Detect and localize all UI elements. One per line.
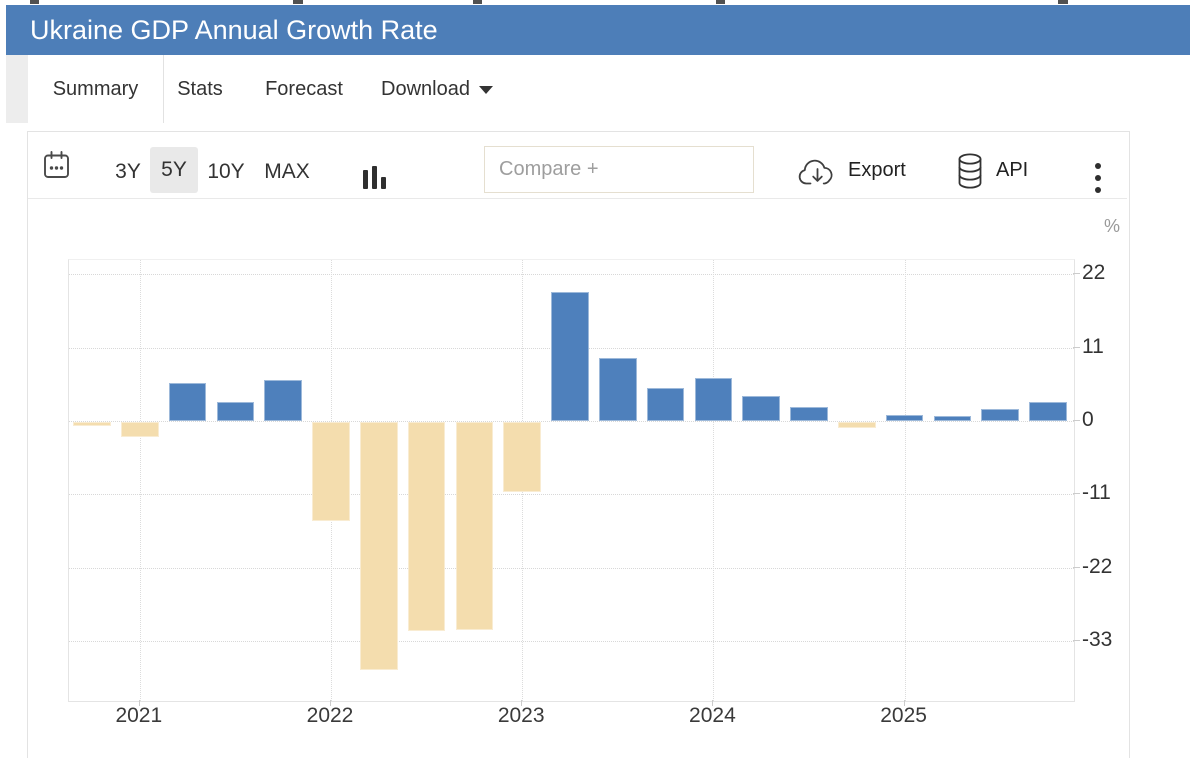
bar-2024-Q1[interactable] [694, 377, 733, 421]
y-axis-tick [1073, 566, 1080, 568]
tab-stats[interactable]: Stats [166, 55, 234, 123]
x-axis-label: 2021 [115, 704, 163, 727]
export-button[interactable]: Export [848, 146, 906, 194]
cutoff-text-fragment [30, 0, 39, 4]
calendar-icon[interactable] [42, 150, 71, 181]
x-axis-label: 2025 [880, 704, 927, 727]
api-button[interactable]: API [996, 146, 1028, 194]
cutoff-text-fragment [716, 0, 725, 4]
y-axis-label: 11 [1082, 334, 1104, 358]
tab-stats-label: Stats [177, 78, 223, 100]
range-max-label: MAX [264, 160, 310, 183]
bar-2023-Q3[interactable] [599, 357, 637, 421]
bar-2025-Q4[interactable] [1029, 401, 1067, 421]
compare-input[interactable] [484, 146, 754, 193]
x-axis-label: 2024 [689, 704, 736, 727]
x-axis-tick [330, 700, 331, 706]
download-caret-icon [478, 85, 493, 94]
range-button-10y[interactable]: 10Y [198, 148, 254, 196]
chart-header: Ukraine GDP Annual Growth Rate [6, 5, 1190, 55]
x-gridline [904, 260, 906, 701]
y-axis-tick [1073, 420, 1080, 421]
y-gridline [69, 274, 1074, 276]
bar-2023-Q1[interactable] [503, 422, 541, 492]
tabstrip-left-edge [6, 55, 28, 123]
column-chart-icon[interactable] [361, 161, 388, 190]
y-axis-label: 22 [1082, 261, 1106, 285]
x-axis-tick [138, 700, 140, 706]
bar-2023-Q4[interactable] [646, 388, 685, 421]
bar-2020-Q4[interactable] [73, 422, 111, 426]
cloud-download-icon[interactable] [797, 158, 838, 188]
x-axis-label: 2022 [306, 704, 354, 727]
x-axis-tick [712, 700, 714, 706]
tab-forecast-label: Forecast [265, 78, 343, 100]
bar-2021-Q3[interactable] [216, 402, 255, 421]
range-3y-label: 3Y [115, 160, 141, 183]
bar-2024-Q2[interactable] [742, 396, 780, 421]
bar-2024-Q3[interactable] [790, 407, 828, 421]
y-axis-tick [1073, 493, 1080, 495]
y-axis-label: -33 [1082, 627, 1113, 651]
x-gridline [139, 260, 141, 701]
tab-summary-label: Summary [52, 78, 139, 100]
database-icon[interactable] [955, 152, 985, 190]
plot-area [68, 259, 1075, 702]
y-gridline [69, 640, 1074, 642]
x-gridline [713, 260, 715, 701]
bar-2024-Q4[interactable] [838, 422, 876, 428]
y-gridline [69, 421, 1074, 422]
page-title: Ukraine GDP Annual Growth Rate [30, 15, 438, 45]
bar-2023-Q2[interactable] [551, 292, 589, 421]
cutoff-text-fragment [293, 0, 303, 4]
bar-2022-Q3[interactable] [407, 422, 446, 632]
range-button-max[interactable]: MAX [258, 148, 316, 196]
tab-download[interactable]: Download [372, 55, 502, 123]
range-button-5y[interactable]: 5Y [150, 147, 198, 193]
x-axis-tick [521, 700, 523, 706]
export-label: Export [848, 159, 906, 181]
tab-download-label: Download [381, 78, 470, 100]
y-axis-label: -11 [1082, 481, 1111, 505]
bar-2025-Q3[interactable] [981, 409, 1019, 421]
y-axis-tick [1073, 273, 1080, 275]
y-axis-unit: % [1104, 216, 1121, 236]
bar-2022-Q4[interactable] [455, 422, 494, 630]
bar-2022-Q2[interactable] [360, 422, 398, 670]
x-axis-label: 2023 [497, 704, 545, 727]
bar-2021-Q1[interactable] [121, 422, 159, 437]
bar-2025-Q1[interactable] [885, 415, 924, 421]
cutoff-text-fragment [473, 0, 482, 4]
y-axis-tick [1073, 346, 1080, 348]
y-gridline [69, 494, 1074, 496]
y-axis-label: -22 [1082, 554, 1113, 578]
bar-2022-Q1[interactable] [312, 422, 350, 522]
tab-summary[interactable]: Summary [28, 55, 164, 123]
kebab-menu-icon[interactable] [1090, 159, 1106, 197]
bar-2021-Q4[interactable] [264, 380, 302, 421]
bar-2021-Q2[interactable] [168, 383, 207, 421]
x-axis-tick [903, 700, 905, 706]
y-axis-label: 0 [1082, 408, 1094, 431]
chart-toolbar: 3Y 5Y 10Y MAX Export [28, 132, 1127, 199]
chart-card: 3Y 5Y 10Y MAX Export [27, 131, 1130, 758]
bar-2025-Q2[interactable] [933, 416, 972, 421]
api-label: API [996, 159, 1029, 181]
tab-forecast[interactable]: Forecast [248, 55, 360, 123]
range-5y-label: 5Y [161, 158, 187, 181]
y-gridline [69, 567, 1074, 569]
y-axis-tick [1073, 639, 1080, 641]
cutoff-text-fragment [1058, 0, 1068, 4]
range-10y-label: 10Y [207, 160, 245, 183]
range-button-3y[interactable]: 3Y [108, 148, 148, 196]
